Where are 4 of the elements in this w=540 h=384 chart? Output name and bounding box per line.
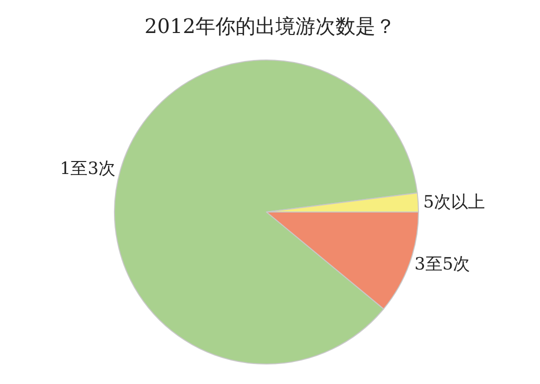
chart-title: 2012年你的出境游次数是？ [144,14,396,38]
slice-label: 1至3次 [60,158,116,179]
slice-label: 5次以上 [423,192,486,212]
slice-label: 3至5次 [414,254,470,275]
